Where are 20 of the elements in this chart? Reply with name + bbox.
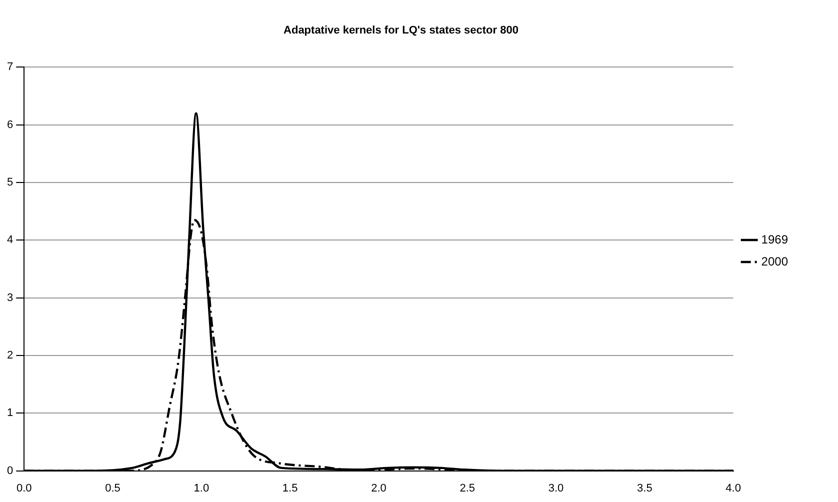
x-tick-label: 0.5 bbox=[105, 482, 120, 494]
x-tick-label: 4.0 bbox=[726, 482, 741, 494]
y-tick-label: 6 bbox=[6, 118, 14, 131]
x-tick-label: 2.5 bbox=[460, 482, 476, 494]
x-tick-label: 0.0 bbox=[16, 482, 32, 494]
x-tick-label: 2.0 bbox=[371, 482, 386, 494]
x-tick-label: 3.5 bbox=[637, 482, 652, 494]
chart-title: Adaptative kernels for LQ's states sector 800 bbox=[284, 24, 518, 37]
legend-label: 2000 bbox=[761, 254, 788, 268]
y-tick-label: 0 bbox=[6, 464, 14, 477]
y-tick-label: 5 bbox=[6, 176, 14, 189]
legend-label: 1969 bbox=[761, 232, 788, 246]
y-tick-label: 3 bbox=[6, 292, 14, 304]
y-tick-label: 4 bbox=[6, 234, 14, 246]
x-tick-label: 3.0 bbox=[548, 482, 564, 494]
y-tick-label: 2 bbox=[6, 350, 14, 362]
y-tick-label: 1 bbox=[6, 407, 14, 420]
x-tick-label: 1.0 bbox=[194, 482, 210, 494]
x-tick-label: 1.5 bbox=[282, 482, 298, 494]
y-tick-label: 7 bbox=[6, 61, 14, 74]
